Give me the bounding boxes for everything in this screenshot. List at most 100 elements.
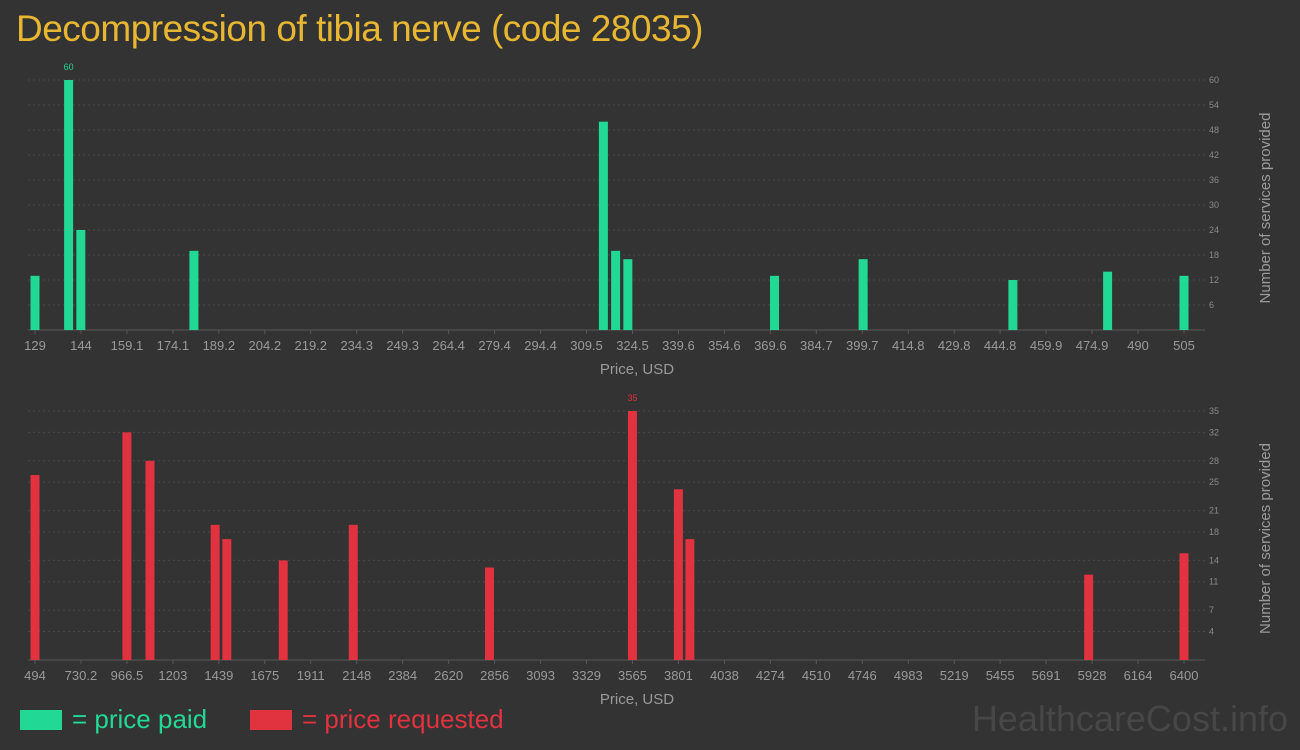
y-tick-label: 11 [1209, 577, 1218, 587]
y-tick-label: 54 [1209, 100, 1219, 110]
x-tick-label: 4746 [848, 668, 877, 683]
bar [858, 259, 868, 330]
x-tick-label: 414.8 [892, 338, 925, 353]
x-tick-label: 730.2 [65, 668, 98, 683]
x-tick-label: 4510 [802, 668, 831, 683]
x-tick-label: 5928 [1078, 668, 1107, 683]
x-tick-label: 5455 [986, 668, 1015, 683]
bar [1179, 553, 1189, 660]
bar [64, 80, 74, 330]
y-tick-label: 24 [1209, 225, 1219, 235]
bar [685, 539, 695, 660]
bar [189, 250, 199, 330]
x-tick-label: 174.1 [157, 338, 190, 353]
x-tick-label: 264.4 [432, 338, 465, 353]
bar [598, 121, 608, 331]
x-tick-label: 339.6 [662, 338, 695, 353]
y-tick-label: 7 [1209, 605, 1214, 615]
y-tick-label: 28 [1209, 456, 1219, 466]
x-tick-label: 429.8 [938, 338, 971, 353]
x-tick-label: 5219 [940, 668, 969, 683]
price-requested-legend-label: = price requested [302, 704, 504, 734]
x-tick-label: 3565 [618, 668, 647, 683]
x-tick-label: 204.2 [249, 338, 282, 353]
x-tick-label: 234.3 [340, 338, 373, 353]
x-tick-label: 490 [1127, 338, 1149, 353]
y-tick-label: 60 [1209, 75, 1219, 85]
x-tick-label: 279.4 [478, 338, 511, 353]
x-tick-label: 1203 [158, 668, 187, 683]
bar [627, 411, 637, 660]
bar [76, 230, 86, 330]
y-tick-label: 36 [1209, 175, 1219, 185]
y-tick-label: 25 [1209, 477, 1219, 487]
bar [278, 560, 288, 660]
y-tick-label: 6 [1209, 300, 1214, 310]
x-tick-label: 144 [70, 338, 92, 353]
x-tick-label: 505 [1173, 338, 1195, 353]
bar [1103, 271, 1113, 330]
y-tick-label: 35 [1209, 406, 1219, 416]
bar [145, 460, 155, 660]
x-tick-label: 4274 [756, 668, 785, 683]
x-tick-label: 6164 [1124, 668, 1153, 683]
y-tick-label: 21 [1209, 506, 1219, 516]
y-axis-label: Number of services provided [1257, 113, 1274, 304]
bar [210, 524, 220, 660]
x-tick-label: 6400 [1170, 668, 1199, 683]
x-tick-label: 354.6 [708, 338, 741, 353]
y-tick-label: 42 [1209, 150, 1219, 160]
bar [673, 489, 683, 660]
x-tick-label: 444.8 [984, 338, 1017, 353]
y-tick-label: 30 [1209, 200, 1219, 210]
price-paid-swatch [20, 709, 62, 730]
x-tick-label: 1439 [204, 668, 233, 683]
y-tick-label: 14 [1209, 555, 1219, 565]
y-tick-label: 32 [1209, 427, 1219, 437]
y-tick-label: 18 [1209, 527, 1219, 537]
x-tick-label: 294.4 [524, 338, 557, 353]
y-tick-label: 4 [1209, 627, 1214, 637]
y-tick-label: 18 [1209, 250, 1219, 260]
x-tick-label: 5691 [1032, 668, 1061, 683]
price-paid-chart: 6 12 18 24 30 36 42 48 54 60 129 144 159.1 174.1 189.2… [24, 62, 1274, 378]
bar-value-label: 35 [627, 393, 637, 403]
x-tick-label: 369.6 [754, 338, 787, 353]
bar [623, 259, 633, 330]
x-tick-label: 2856 [480, 668, 509, 683]
x-tick-label: 1911 [297, 668, 325, 683]
price-paid-legend-label: = price paid [72, 704, 208, 734]
x-tick-label: 3801 [664, 668, 693, 683]
watermark: HealthcareCost.info [971, 698, 1288, 739]
x-tick-label: 399.7 [846, 338, 879, 353]
legend-price-paid: = price paid [20, 704, 207, 735]
legend-price-requested: = price requested [250, 704, 504, 735]
x-tick-label: 384.7 [800, 338, 833, 353]
bar [1084, 574, 1094, 660]
x-tick-label: 1675 [250, 668, 279, 683]
x-axis-label: Price, USD [600, 361, 674, 378]
x-tick-label: 129 [24, 338, 46, 353]
x-tick-label: 4038 [710, 668, 739, 683]
chart-title: Decompression of tibia nerve (code 28035… [16, 8, 704, 49]
bar [1008, 280, 1018, 330]
x-tick-label: 324.5 [616, 338, 649, 353]
x-tick-label: 4983 [894, 668, 923, 683]
x-tick-label: 3329 [572, 668, 601, 683]
y-tick-label: 48 [1209, 125, 1219, 135]
x-axis-label: Price, USD [600, 691, 674, 708]
bar-value-label: 60 [64, 62, 74, 72]
bar [30, 275, 40, 330]
x-tick-label: 3093 [526, 668, 555, 683]
bar [611, 250, 621, 330]
bar [122, 432, 132, 660]
x-tick-label: 494 [24, 668, 46, 683]
x-tick-label: 2148 [342, 668, 371, 683]
x-tick-label: 474.9 [1076, 338, 1109, 353]
bar [222, 539, 232, 660]
bar [770, 275, 780, 330]
bar [30, 475, 40, 660]
price-requested-swatch [250, 709, 292, 730]
bar [484, 567, 494, 660]
